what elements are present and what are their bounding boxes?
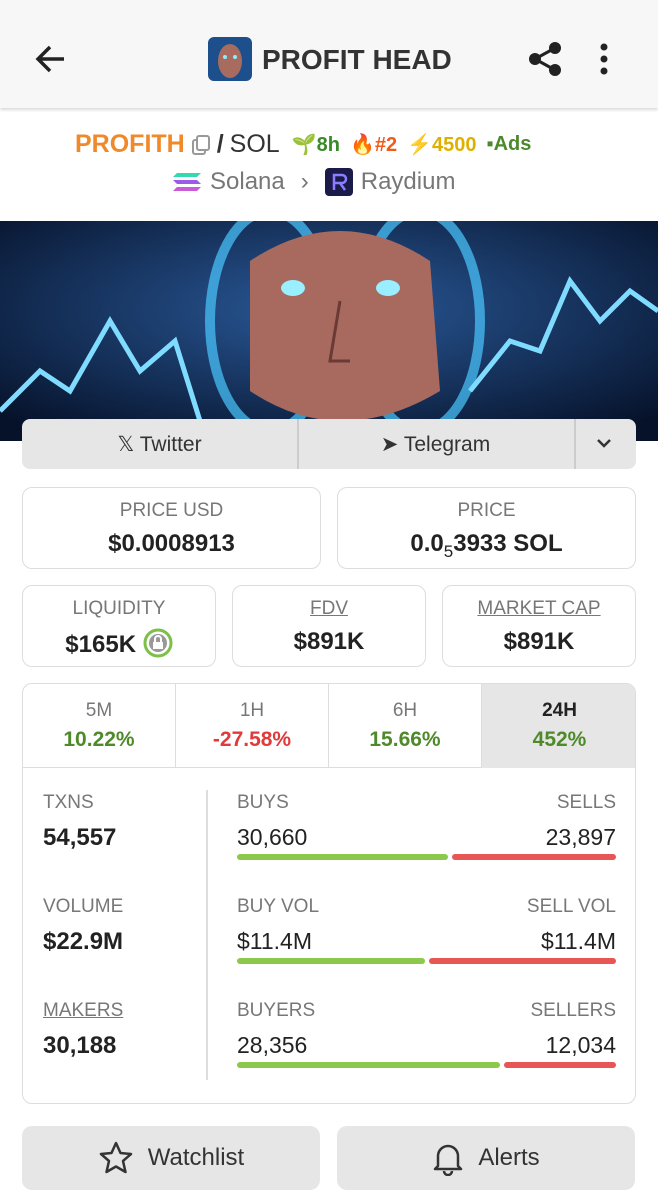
label: MARKET CAP	[477, 598, 601, 619]
back-button[interactable]	[34, 42, 68, 76]
sell-bar	[504, 1062, 616, 1068]
zero-count: 5	[443, 541, 454, 561]
pair-row: PROFITH / SOL 🌱8h 🔥#2 ⚡4500 ▪Ads	[75, 130, 532, 158]
stats-card: 5M 10.22% 1H -27.58% 6H 15.66% 24H 452% TXNS 54,…	[22, 683, 636, 1104]
label: FDV	[310, 598, 348, 619]
watchlist-label: Watchlist	[147, 1144, 245, 1171]
banner-image	[0, 221, 658, 441]
value: $165K	[23, 628, 215, 659]
label: PRICE	[457, 500, 516, 521]
right-label: SELL VOL	[526, 896, 616, 917]
separator: /	[216, 130, 224, 158]
chain-name[interactable]: Solana	[210, 168, 285, 195]
left-label: BUY VOL	[237, 896, 320, 917]
buy-bar	[237, 854, 448, 860]
value: $0.0008913	[108, 530, 235, 557]
raydium-logo	[324, 168, 353, 196]
star-icon	[99, 1141, 133, 1174]
left-value: 28,356	[237, 1032, 308, 1058]
bell-icon	[434, 1144, 463, 1176]
left-value: $11.4M	[237, 928, 313, 954]
label: PRICE USD	[119, 500, 224, 521]
price-card: PRICE 0.053933 SOL	[337, 487, 636, 569]
stat-value: 30,188	[43, 1032, 117, 1059]
left-label: BUYERS	[237, 1000, 316, 1021]
fdv-card[interactable]: FDV $891K	[232, 585, 426, 667]
right-label: SELLERS	[530, 1000, 616, 1021]
stat-label: TXNS	[43, 792, 94, 813]
pair-age: 8h	[316, 134, 340, 156]
stat-label: MAKERS	[43, 1000, 124, 1021]
page-title: PROFIT HEAD	[262, 44, 452, 75]
liquidity-card: LIQUIDITY $165K	[22, 585, 216, 667]
solana-logo	[173, 173, 201, 191]
base-symbol: PROFITH	[75, 130, 185, 158]
timeframe-tab[interactable]: 5M 10.22%	[23, 684, 176, 768]
timeframe-label: 6H	[392, 700, 418, 721]
alerts-label: Alerts	[478, 1144, 540, 1171]
liquidity-value: $165K	[65, 631, 137, 658]
quote-symbol: SOL	[229, 130, 280, 158]
buy-bar	[237, 958, 425, 964]
timeframe-change: 10.22%	[63, 728, 135, 751]
right-value: 12,034	[545, 1032, 616, 1058]
value: 0.053933 SOL	[338, 530, 635, 562]
sell-bar	[428, 958, 616, 964]
right-value: $11.4M	[540, 928, 616, 954]
market-cap-card[interactable]: MARKET CAP $891K	[442, 585, 636, 667]
timeframe-change: -27.58%	[212, 728, 292, 751]
watchlist-button[interactable]: Watchlist	[22, 1126, 320, 1190]
left-label: BUYS	[237, 792, 289, 813]
token-icon	[208, 37, 252, 81]
telegram-link[interactable]: ➤ Telegram	[380, 433, 491, 456]
copy-icon[interactable]	[191, 134, 211, 156]
timeframe-tab[interactable]: 6H 15.66%	[329, 684, 482, 768]
alerts-button[interactable]: Alerts	[337, 1126, 635, 1190]
ads[interactable]: Ads	[493, 133, 532, 155]
dex-name[interactable]: Raydium	[360, 168, 456, 195]
label: LIQUIDITY	[72, 598, 166, 619]
buy-bar	[237, 1062, 501, 1068]
more-links[interactable]	[596, 437, 612, 449]
links-bar: 𝕏 Twitter ➤ Telegram	[22, 419, 636, 469]
chain-row: Solana › Raydium	[172, 168, 455, 196]
boosts: 4500	[432, 134, 477, 156]
timeframe-label: 5M	[85, 700, 113, 721]
price-usd-card: PRICE USD $0.0008913	[22, 487, 321, 569]
menu-button[interactable]	[596, 42, 612, 76]
twitter-link[interactable]: 𝕏 Twitter	[117, 433, 202, 456]
stat-label: VOLUME	[43, 896, 124, 917]
right-value: 23,897	[545, 824, 616, 850]
timeframe-change: 15.66%	[369, 728, 441, 751]
price-digits: 3933 SOL	[453, 530, 563, 557]
timeframe-label: 1H	[239, 700, 265, 721]
sell-bar	[451, 854, 616, 860]
left-value: 30,660	[237, 824, 308, 850]
timeframe-tab[interactable]: 1H -27.58%	[176, 684, 329, 768]
right-label: SELLS	[556, 792, 616, 813]
stat-value: $22.9M	[43, 928, 124, 955]
value: $891K	[503, 628, 575, 655]
timeframe-label: 24H	[542, 700, 577, 721]
telegram-label: Telegram	[403, 433, 491, 456]
timeframe-tab[interactable]: 24H 452%	[482, 684, 635, 768]
timeframe-change: 452%	[532, 728, 587, 751]
rank: #2	[374, 134, 398, 156]
price-prefix: 0.0	[410, 530, 444, 557]
lock-icon	[143, 628, 173, 658]
top-bar	[0, 0, 658, 108]
value: $891K	[293, 628, 365, 655]
share-button[interactable]	[527, 40, 565, 78]
stat-value: 54,557	[43, 824, 117, 851]
twitter-label: Twitter	[139, 433, 202, 456]
